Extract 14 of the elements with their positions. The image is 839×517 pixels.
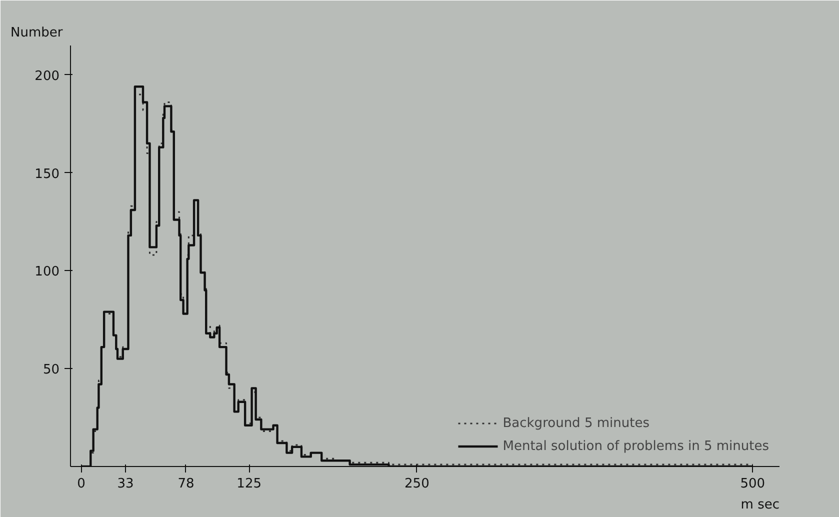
y-axis-title: Number bbox=[10, 26, 64, 40]
x-tick-label: 78 bbox=[178, 476, 194, 492]
y-tick-label: 150 bbox=[34, 166, 60, 182]
y-tick-label: 50 bbox=[42, 362, 60, 378]
x-tick-label: 0 bbox=[77, 476, 86, 492]
x-tick-label: 250 bbox=[404, 476, 430, 492]
x-tick-label: 33 bbox=[117, 476, 134, 492]
y-tick-label: 200 bbox=[34, 68, 60, 84]
y-tick-label: 100 bbox=[34, 264, 60, 280]
legend-label: Background 5 minutes bbox=[502, 416, 650, 430]
legend-label: Mental solution of problems in 5 minutes bbox=[502, 438, 769, 454]
x-axis-title: m sec bbox=[740, 498, 780, 512]
x-tick-label: 125 bbox=[236, 476, 262, 492]
x-tick-label: 500 bbox=[740, 476, 766, 492]
